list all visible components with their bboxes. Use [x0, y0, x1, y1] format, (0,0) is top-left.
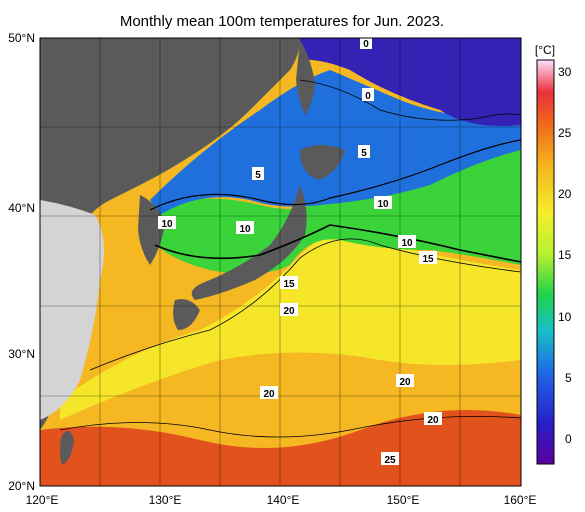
colorbar-tick: 0: [565, 432, 572, 446]
contour-label: 10: [161, 219, 173, 230]
contour-label: 25: [384, 455, 396, 466]
colorbar-tick: 5: [565, 371, 572, 385]
land-honshu: [191, 185, 307, 300]
map-frame: [39, 37, 522, 487]
colorbar-unit: [°C]: [535, 43, 555, 57]
lon-label: 150°E: [387, 493, 420, 507]
contour-label: 10: [377, 199, 389, 210]
contour-label: 10: [239, 224, 251, 235]
contour-label-group: 0 0 5 5 10 10 10 10 15 15 20 20 20 20 25: [158, 38, 442, 466]
colorbar-tick: 30: [558, 65, 572, 79]
contour-label: 15: [283, 279, 295, 290]
ocean-cool-region: [150, 70, 521, 215]
graticule: [40, 38, 521, 486]
ocean-yellow-region: [60, 232, 521, 420]
land-taiwan: [60, 431, 74, 465]
land-hokkaido: [300, 145, 345, 180]
land-korea: [138, 195, 165, 265]
lat-label: 20°N: [8, 479, 35, 493]
lon-label: 160°E: [504, 493, 537, 507]
colorbar-tick: 15: [558, 248, 572, 262]
contour-label: 0: [365, 91, 371, 102]
map-title: Monthly mean 100m temperatures for Jun. …: [120, 13, 444, 30]
colorbar-tick: 20: [558, 187, 572, 201]
lon-label: 130°E: [149, 493, 182, 507]
ocean-cold-region: [300, 38, 521, 126]
lon-label: 140°E: [267, 493, 300, 507]
colorbar-tick: 10: [558, 310, 572, 324]
land-mainland-south: [40, 200, 104, 420]
contour-label: 20: [427, 415, 439, 426]
contour-label: 5: [255, 170, 261, 181]
contour-label: 0: [363, 39, 369, 50]
contour-label: 20: [263, 389, 275, 400]
lat-label: 50°N: [8, 31, 35, 45]
contour-label: 20: [283, 306, 295, 317]
contour-label: 5: [361, 148, 367, 159]
lat-label: 40°N: [8, 201, 35, 215]
contour-label: 20: [399, 377, 411, 388]
map-area: 0 0 5 5 10 10 10 10 15 15 20 20 20 20 25: [40, 38, 521, 486]
colorbar-tick: 25: [558, 126, 572, 140]
land-kyushu: [173, 299, 200, 330]
ocean-green-front: [150, 140, 521, 274]
contour-label: 15: [422, 254, 434, 265]
land-asia-mainland: [40, 38, 300, 430]
lon-label: 120°E: [26, 493, 59, 507]
contour-label: 10: [401, 238, 413, 249]
lat-label: 30°N: [8, 347, 35, 361]
colorbar: [536, 59, 555, 465]
land-sakhalin: [296, 40, 315, 115]
